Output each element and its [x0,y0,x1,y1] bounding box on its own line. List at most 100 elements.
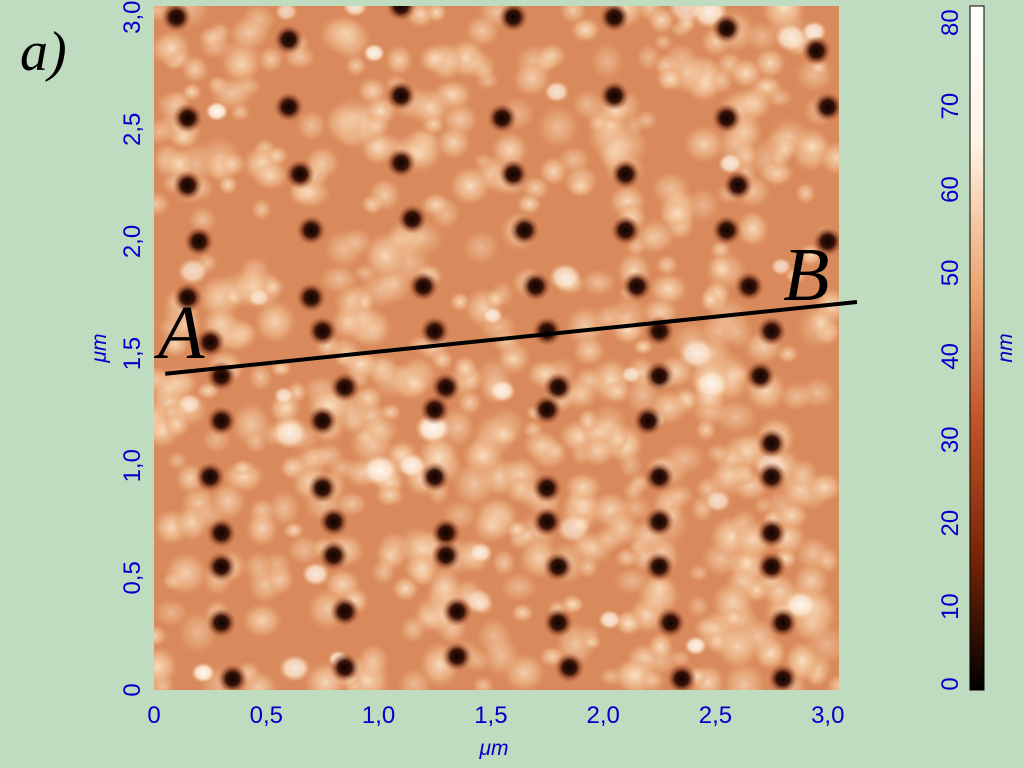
surface-pit [487,103,518,134]
surface-pit [543,372,574,403]
surface-grain [794,181,817,205]
surface-pit [430,518,461,549]
surface-grain [644,574,675,602]
surface-pit [756,551,787,582]
surface-grain [710,459,749,491]
surface-grain [425,6,448,23]
surface-grain [682,124,726,164]
surface-grain [714,622,761,671]
x-tick-label: 2,0 [586,702,619,729]
surface-grain [251,160,290,191]
surface-pit [273,91,304,122]
x-axis-ticks: 0 0,5 1,0 1,5 2,0 2,5 3,0 [147,702,844,729]
colorbar-tick-label: 30 [937,426,964,453]
surface-grain [154,191,172,217]
surface-pit [217,663,248,690]
surface-pit [756,518,787,549]
surface-grain [618,452,644,480]
surface-grain [635,42,662,72]
surface-grain [774,501,810,531]
surface-grain [412,605,446,633]
x-axis-unit: μm [479,737,509,760]
surface-pit [284,159,315,190]
surface-grain [764,86,794,109]
surface-grain [571,335,607,367]
surface-grain [826,674,839,690]
surface-grain-bright [205,101,229,122]
surface-grain-bright [363,43,386,63]
surface-grain [784,266,807,285]
surface-pit [644,461,675,492]
surface-grain [217,150,248,177]
surface-grain [154,117,175,146]
surface-grain [223,46,260,83]
surface-grain-bright [396,453,427,479]
surface-grain-bright [704,489,732,513]
colorbar-unit: nm [994,333,1017,362]
colorbar-ticks: 0 10 20 30 40 50 60 70 80 [937,9,964,690]
surface-grain [647,6,676,35]
surface-grain [516,193,543,215]
x-tick-label: 3,0 [811,702,844,729]
surface-grain [580,268,617,297]
surface-grain [713,398,759,435]
surface-grain [452,354,478,382]
surface-grain [721,315,754,350]
surface-grain [695,419,717,441]
surface-grain [610,315,646,345]
surface-grain [669,649,692,668]
surface-grain [330,95,376,139]
surface-grain [722,608,745,628]
surface-grain [163,551,209,596]
surface-pit [172,170,203,201]
surface-grain [565,379,599,411]
surface-grain [522,429,561,461]
surface-pit [329,372,360,403]
surface-pit [172,282,203,313]
colorbar-tick-label: 10 [937,593,964,620]
surface-grain-bright [191,662,216,683]
surface-grain [371,558,396,586]
surface-grain-bright [271,418,308,450]
surface-grain-bright [667,6,705,24]
surface-grain [710,67,735,95]
surface-grain [333,284,366,320]
surface-pit [644,551,675,582]
surface-pit [734,271,765,302]
surface-grain-bright [774,23,808,52]
surface-pit [812,226,839,257]
colorbar [970,6,984,690]
surface-pit [386,147,417,178]
surface-pit [756,428,787,459]
surface-grain [589,402,629,446]
surface-pit [599,80,630,111]
surface-pit [801,35,832,66]
surface-grain-bright [693,369,730,400]
surface-pits [161,6,839,690]
colorbar-tick-label: 0 [937,677,964,690]
surface-grain [647,631,674,662]
surface-grain [753,47,787,80]
surface-pit [206,405,237,436]
surface-grain [710,581,755,621]
surface-grain [247,362,274,392]
surface-pit [386,6,417,21]
surface-pit [195,461,226,492]
surface-grain [166,450,189,471]
surface-grain [498,349,527,371]
surface-grain [659,198,696,230]
surface-grain-bright [464,588,494,613]
surface-grain [594,121,639,172]
surface-grain [787,457,819,490]
surface-grain [367,177,402,213]
surface-grain [505,519,529,540]
surface-grain [510,602,535,623]
surface-grain [473,60,497,83]
colorbar-tick-label: 40 [937,343,964,370]
surface-grain-bright [278,654,311,682]
surface-grain [487,421,520,448]
surface-grain [242,550,273,584]
surface-grain [536,42,568,69]
surface-grain [217,174,239,196]
surface-pit [161,6,192,33]
